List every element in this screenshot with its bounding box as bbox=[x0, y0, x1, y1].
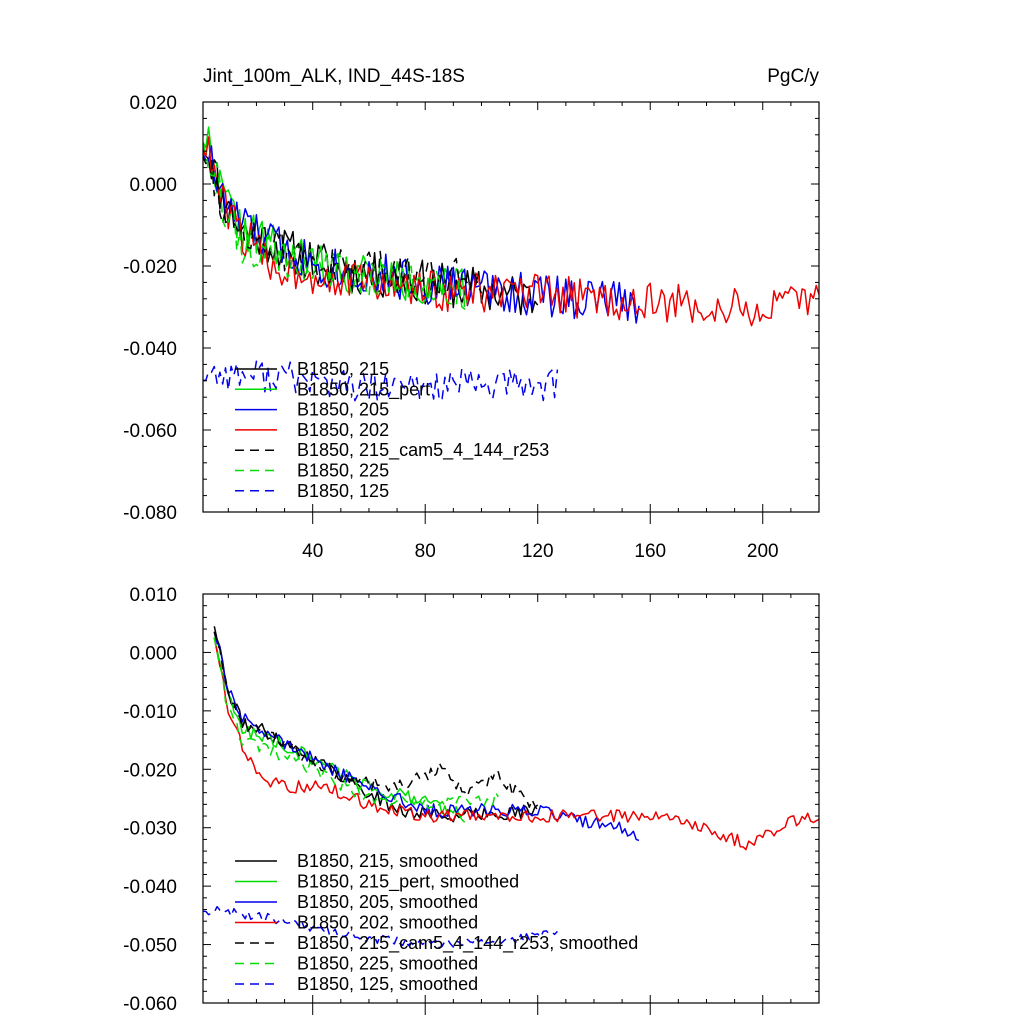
legend-label: B1850, 215_cam5_4_144_r253, smoothed bbox=[297, 933, 638, 954]
y-tick-label: -0.030 bbox=[123, 819, 177, 840]
legend-label: B1850, 205, smoothed bbox=[297, 892, 478, 912]
y-tick-label: 0.010 bbox=[129, 585, 177, 606]
y-tick-label: 0.020 bbox=[129, 93, 177, 114]
legend-label: B1850, 125 bbox=[297, 481, 389, 501]
units-label: PgC/y bbox=[767, 66, 819, 87]
series-line-top-6 bbox=[202, 144, 469, 310]
x-tick-label: 160 bbox=[634, 541, 666, 562]
y-tick-label: -0.060 bbox=[123, 421, 177, 442]
legend-label: B1850, 215, smoothed bbox=[297, 851, 478, 871]
legend-label: B1850, 215_pert, smoothed bbox=[297, 872, 519, 893]
y-tick-label: -0.010 bbox=[123, 702, 177, 723]
x-tick-label: 40 bbox=[302, 541, 323, 562]
y-tick-label: 0.000 bbox=[129, 175, 177, 196]
x-tick-label: 200 bbox=[747, 541, 779, 562]
y-tick-label: -0.020 bbox=[123, 760, 177, 781]
y-tick-label: -0.020 bbox=[123, 257, 177, 278]
series-line-top-2 bbox=[202, 126, 466, 308]
series-line-bottom-6 bbox=[213, 637, 499, 809]
series-line-bottom-5 bbox=[213, 631, 539, 811]
y-tick-label: 0.000 bbox=[129, 643, 177, 664]
top-panel: 0.020 0.000 -0.020 -0.040 -0.060 -0.080 40 80 1… bbox=[123, 66, 820, 562]
series-line-bottom-2 bbox=[213, 637, 466, 823]
y-tick-label: -0.040 bbox=[123, 339, 177, 360]
legend-label: B1850, 215_pert bbox=[297, 379, 430, 400]
legend-label: B1850, 225, smoothed bbox=[297, 954, 478, 974]
top-x-tick-labels: 40 80 120 160 200 bbox=[302, 541, 778, 562]
top-plot-frame bbox=[202, 101, 820, 513]
x-tick-label: 120 bbox=[522, 541, 554, 562]
legend-label: B1850, 202 bbox=[297, 420, 389, 440]
legend-label: B1850, 205 bbox=[297, 400, 389, 420]
y-tick-label: -0.060 bbox=[123, 994, 177, 1015]
y-tick-label: -0.080 bbox=[123, 503, 177, 524]
legend-label: B1850, 202, smoothed bbox=[297, 913, 478, 933]
bottom-panel: 0.010 0.000 -0.010 -0.020 -0.030 -0.040 -0.050… bbox=[123, 585, 820, 1015]
x-tick-label: 80 bbox=[415, 541, 436, 562]
bottom-series-group bbox=[202, 626, 820, 949]
legend-label: B1850, 225 bbox=[297, 461, 389, 481]
bottom-plot-frame bbox=[202, 593, 820, 1004]
legend-label: B1850, 125, smoothed bbox=[297, 974, 478, 994]
bottom-axis-ticks bbox=[203, 593, 819, 1015]
top-chart-title: Jint_100m_ALK, IND_44S-18S bbox=[203, 66, 465, 87]
series-line-top-5 bbox=[202, 156, 483, 295]
legend-label: B1850, 215_cam5_4_144_r253 bbox=[297, 440, 549, 461]
y-tick-label: -0.040 bbox=[123, 877, 177, 898]
bottom-y-tick-labels: 0.010 0.000 -0.010 -0.020 -0.030 -0.040 -0.050… bbox=[123, 585, 177, 1015]
y-tick-label: -0.050 bbox=[123, 936, 177, 957]
top-series-group bbox=[202, 126, 820, 402]
legend-label: B1850, 215 bbox=[297, 359, 389, 379]
top-axis-ticks bbox=[203, 101, 819, 524]
top-y-tick-labels: 0.020 0.000 -0.020 -0.040 -0.060 -0.080 bbox=[123, 93, 177, 524]
series-line-bottom-4 bbox=[213, 637, 820, 851]
series-line-top-4 bbox=[202, 136, 820, 327]
series-line-top-7 bbox=[202, 360, 559, 402]
